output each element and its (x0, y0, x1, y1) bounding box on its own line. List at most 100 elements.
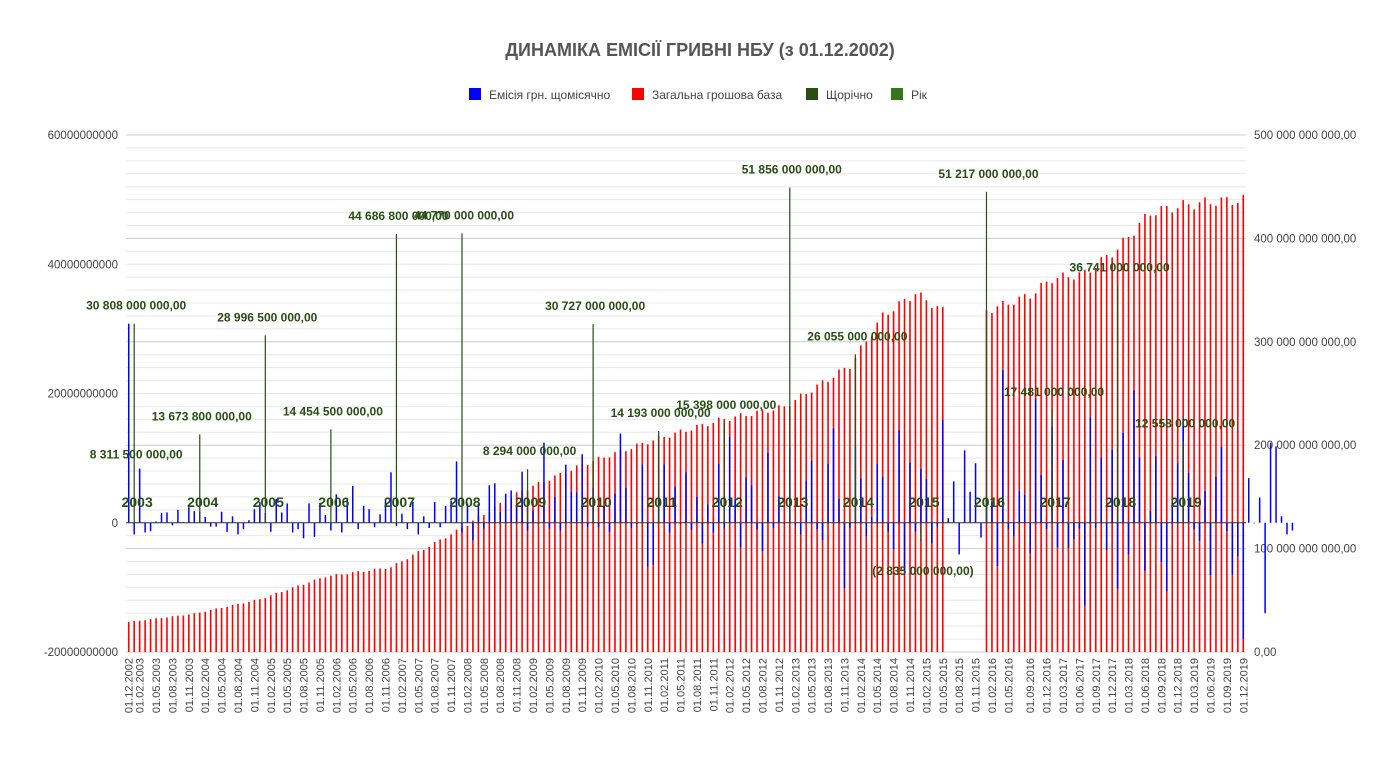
monthly-bar (1084, 522, 1086, 606)
base-bar (1067, 277, 1070, 652)
legend-item-base[interactable]: Загальна грошова база (632, 88, 783, 102)
x-tick-label: 01.05.2012 (741, 658, 753, 713)
base-bar (1073, 279, 1075, 652)
x-tick-label: 01.12.2018 (1173, 658, 1185, 713)
base-bar (204, 611, 207, 652)
base-bar (925, 300, 928, 652)
annual-bar (985, 191, 988, 523)
monthly-bar (302, 522, 305, 539)
legend-swatch-base (632, 88, 644, 100)
monthly-bar (1258, 497, 1261, 523)
base-bar (674, 432, 676, 652)
monthly-bar (1176, 463, 1179, 523)
base-bar (1198, 202, 1201, 652)
annual-bar (133, 323, 135, 523)
monthly-bar (898, 430, 900, 523)
base-bar (679, 429, 682, 652)
base-bar (1084, 269, 1086, 652)
x-tick-label: 01.08.2003 (167, 658, 179, 713)
base-bar (335, 574, 338, 652)
monthly-bar (1286, 522, 1288, 535)
legend-item-annual[interactable]: Щорічно (806, 88, 873, 102)
base-bar (499, 503, 502, 652)
legend-item-year[interactable]: Рік (891, 88, 928, 102)
base-bar (1204, 197, 1206, 652)
base-bar (657, 435, 660, 652)
x-tick-label: 01.08.2014 (889, 658, 901, 713)
x-tick-label: 01.12.2002 (124, 658, 136, 713)
x-tick-label: 01.08.2011 (692, 658, 704, 712)
monthly-bar (297, 522, 299, 530)
base-bar (1165, 205, 1168, 652)
monthly-bar (1160, 522, 1163, 563)
x-tick-label: 01.08.2006 (364, 658, 376, 713)
legend-item-monthly[interactable]: Емісія грн. щомісячно (469, 88, 610, 102)
base-bar (439, 539, 441, 652)
annual-bar (1117, 285, 1119, 523)
monthly-bar (379, 514, 381, 523)
monthly-bar (1007, 522, 1010, 530)
base-bar (488, 512, 491, 652)
y-left-tick-label: -20000000000 (44, 647, 118, 659)
base-bar (586, 465, 589, 652)
x-tick-label: 01.05.2009 (544, 658, 556, 713)
monthly-bar (1242, 522, 1245, 640)
monthly-bar (1193, 522, 1195, 530)
monthly-bar (707, 504, 709, 523)
annotation-label: (2 835 000 000,00) (872, 564, 973, 578)
monthly-bar (488, 485, 491, 523)
base-bar (259, 599, 261, 652)
year-label: 2006 (318, 494, 349, 510)
annotation-label: 30 808 000 000,00 (86, 299, 186, 313)
base-bar (226, 606, 228, 652)
base-bar (870, 336, 873, 652)
base-bar (521, 490, 523, 652)
monthly-bar (772, 522, 775, 528)
base-bar (756, 410, 758, 652)
x-tick-label: 01.03.2018 (1124, 658, 1136, 713)
base-bar (133, 620, 135, 652)
base-bar (308, 582, 310, 652)
base-bar (1007, 304, 1010, 652)
monthly-bar (144, 522, 146, 533)
monthly-bar (510, 490, 512, 523)
base-bar (581, 464, 583, 652)
monthly-bar (597, 522, 600, 528)
base-bar (717, 417, 720, 652)
monthly-bar (188, 507, 190, 523)
base-bar (625, 451, 627, 652)
monthly-bar (1149, 511, 1152, 523)
base-bar (575, 465, 578, 652)
base-bar (193, 613, 196, 652)
monthly-bar (1023, 494, 1026, 523)
monthly-bar (242, 522, 245, 530)
base-bar (472, 520, 474, 652)
x-tick-label: 01.11.2004 (249, 658, 261, 712)
base-bar (1105, 255, 1108, 652)
monthly-bar (1247, 478, 1250, 523)
monthly-bar (745, 477, 747, 523)
x-tick-label: 01.05.2013 (807, 658, 819, 713)
monthly-bar (1002, 370, 1004, 523)
base-bar (1056, 277, 1059, 652)
monthly-bar (1275, 446, 1277, 523)
x-tick-label: 01.02.2003 (135, 658, 147, 713)
base-bar (778, 405, 780, 652)
base-bar (357, 571, 359, 652)
base-bar (450, 534, 452, 652)
y-right-tick-label: 100 000 000 000,00 (1254, 544, 1356, 556)
y-axis-left: 60000000000 40000000000 20000000000 0 -20000… (44, 130, 118, 659)
base-bar (188, 614, 190, 652)
y-right-tick-label: 500 000 000 000,00 (1254, 130, 1356, 142)
monthly-bar (1056, 522, 1059, 548)
monthly-bar (1215, 476, 1217, 523)
base-bar (144, 620, 146, 652)
monthly-bar (1204, 491, 1206, 523)
y-left-tick-label: 60000000000 (48, 130, 118, 142)
monthly-bar (335, 494, 338, 523)
base-bar (843, 367, 846, 652)
base-bar (477, 516, 480, 652)
x-tick-label: 01.06.2017 (1074, 658, 1086, 713)
base-bar (887, 314, 889, 652)
